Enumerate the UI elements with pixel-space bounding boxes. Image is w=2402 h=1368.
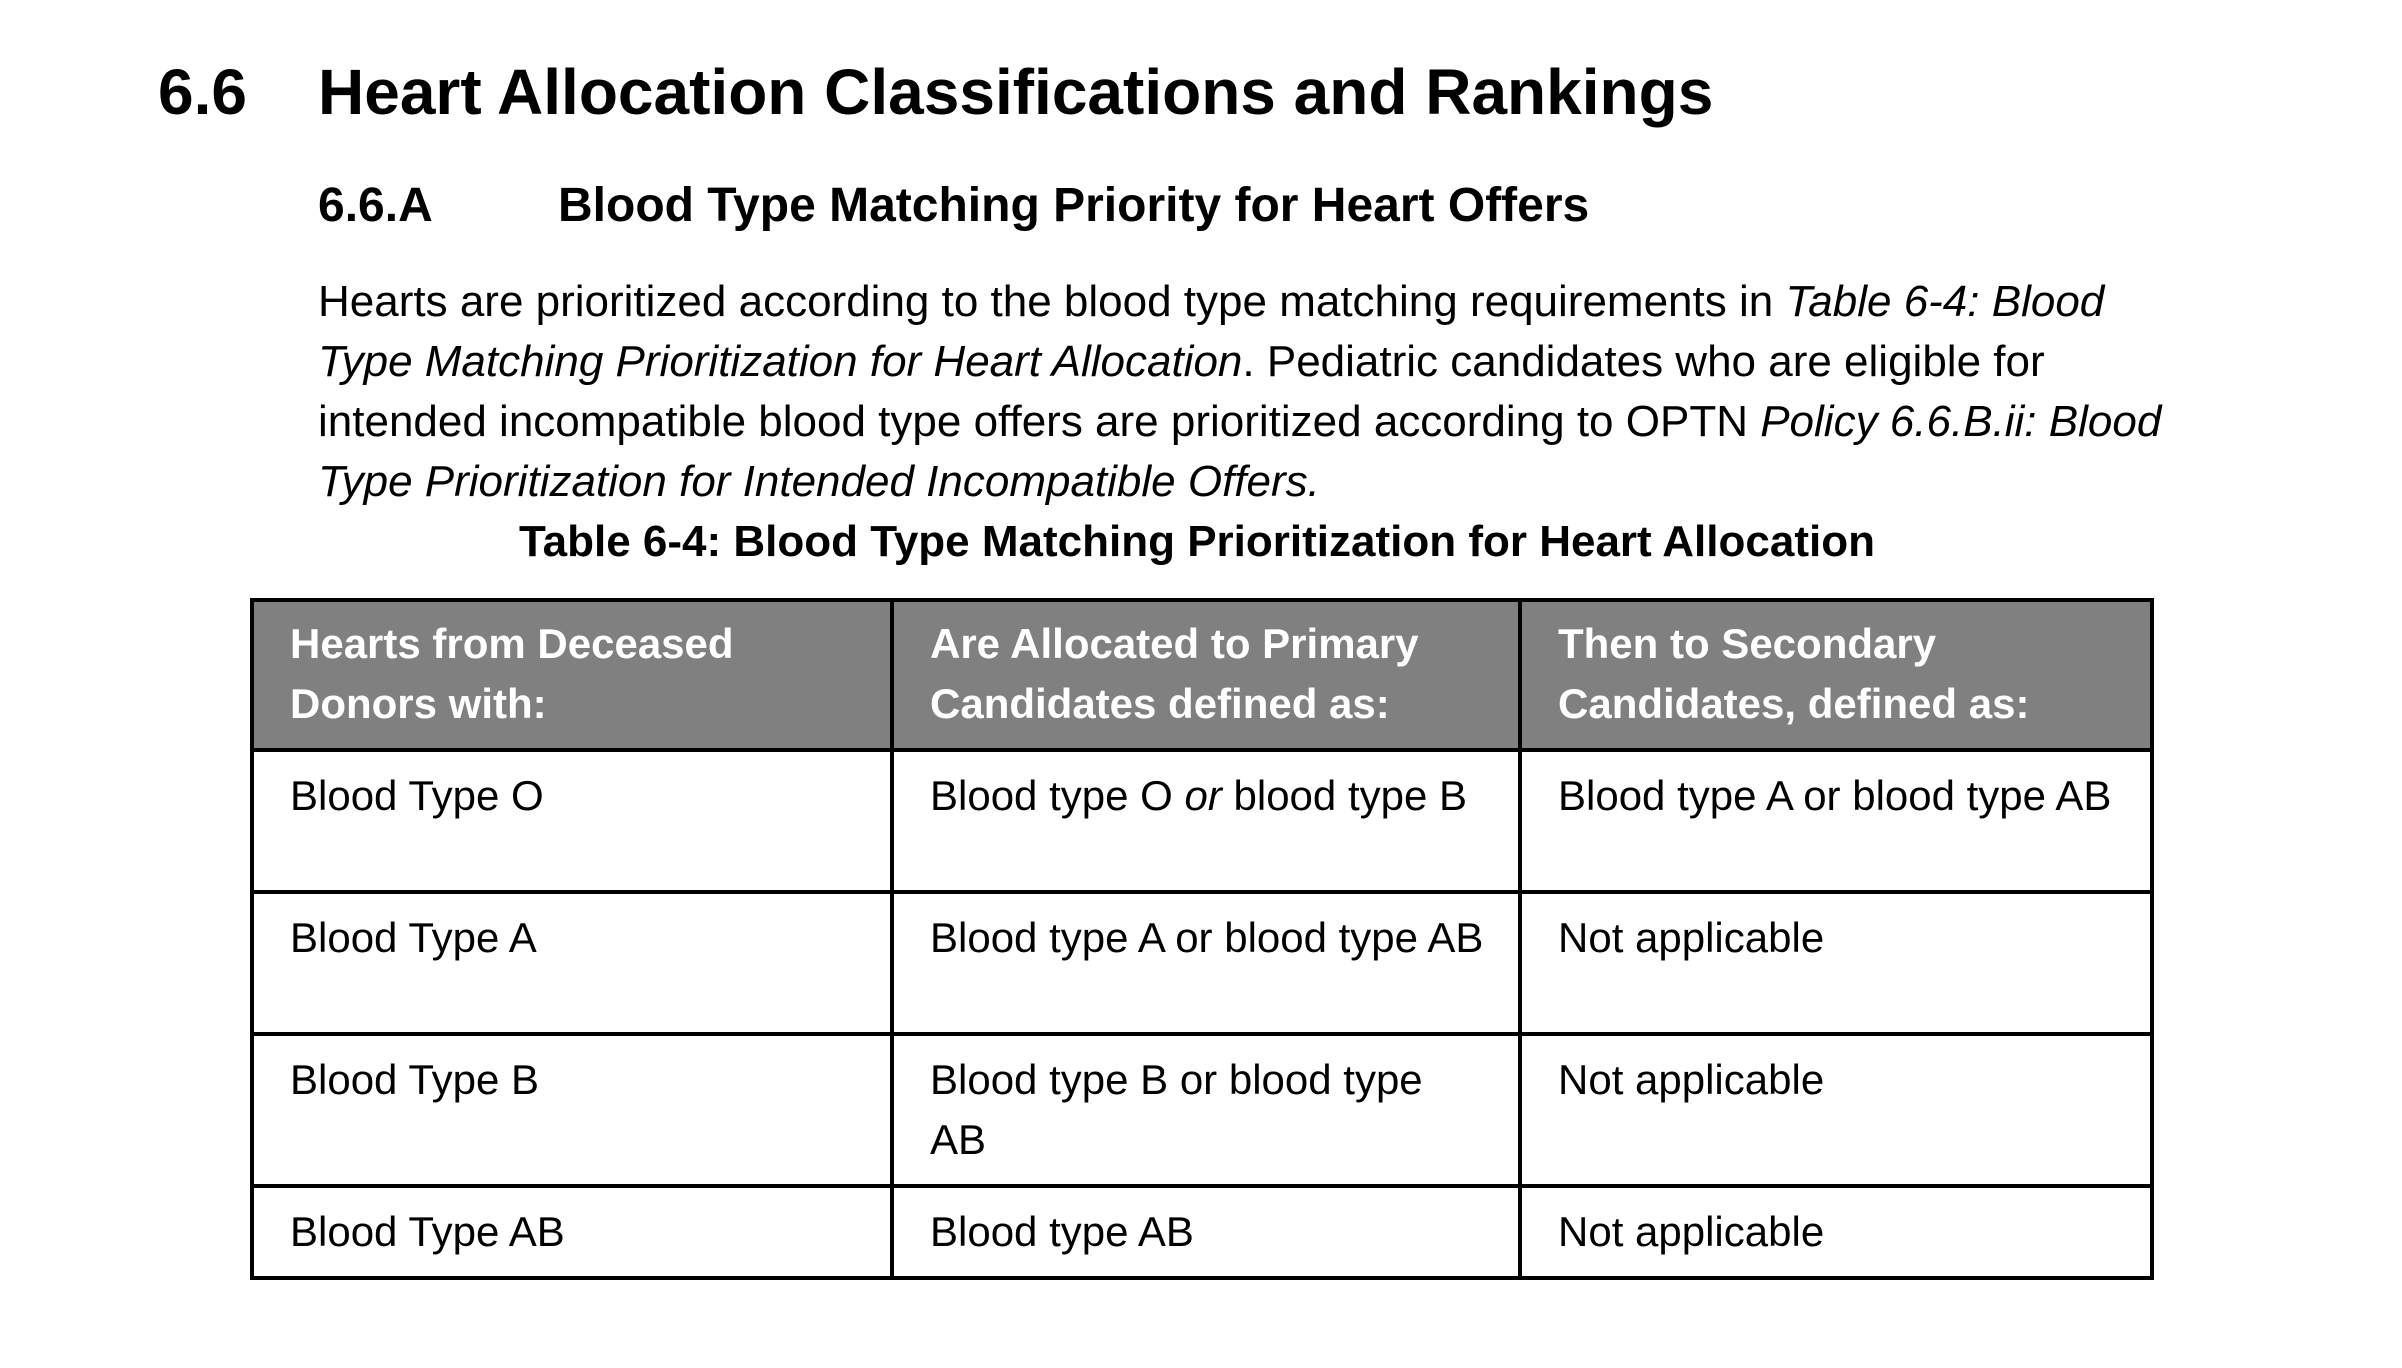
or-italic: or bbox=[1184, 772, 1222, 819]
secondary-cell: Not applicable bbox=[1518, 1184, 2154, 1280]
header-primary: Are Allocated to Primary Candidates defin… bbox=[890, 598, 1522, 752]
header-secondary: Then to Secondary Candidates, defined as: bbox=[1518, 598, 2154, 752]
paragraph-text: Hearts are prioritized according to the … bbox=[318, 277, 1786, 326]
table-row: Blood Type B Blood type B or blood type … bbox=[250, 1032, 2154, 1188]
subsection-heading: 6.6.A Blood Type Matching Priority for He… bbox=[318, 176, 1589, 236]
table-reference-italic: Table 6-4: Blood bbox=[1785, 277, 2105, 326]
subsection-number: 6.6.A bbox=[318, 179, 433, 232]
secondary-cell: Blood type A or blood type AB bbox=[1518, 748, 2154, 894]
primary-cell: Blood type O or blood type B bbox=[890, 748, 1522, 894]
donor-cell: Blood Type B bbox=[250, 1032, 894, 1188]
body-paragraph: Hearts are prioritized according to the … bbox=[318, 272, 2268, 512]
primary-cell: Blood type B or blood type AB bbox=[890, 1032, 1522, 1188]
table-caption-text: Table 6-4: Blood Type Matching Prioritiz… bbox=[519, 517, 1875, 566]
subsection-title: Blood Type Matching Priority for Heart O… bbox=[558, 179, 1590, 232]
paragraph-line: Hearts are prioritized according to the … bbox=[318, 272, 2268, 332]
table-header-row: Hearts from Deceased Donors with: Are All… bbox=[250, 598, 2154, 752]
secondary-cell: Not applicable bbox=[1518, 890, 2154, 1036]
table-row: Blood Type A Blood type A or blood type … bbox=[250, 890, 2154, 1036]
table-reference-italic: Type Matching Prioritization for Heart A… bbox=[318, 337, 1243, 386]
table-row: Blood Type O Blood type O or blood type … bbox=[250, 748, 2154, 894]
paragraph-line: Type Prioritization for Intended Incompa… bbox=[318, 452, 2268, 512]
donor-cell: Blood Type O bbox=[250, 748, 894, 894]
paragraph-line: Type Matching Prioritization for Heart A… bbox=[318, 332, 2268, 392]
policy-reference-italic: Policy 6.6.B.ii: Blood bbox=[1760, 397, 2162, 446]
paragraph-text: . Pediatric candidates who are eligible … bbox=[1242, 337, 2045, 386]
section-title: Heart Allocation Classifications and Ran… bbox=[318, 56, 1714, 128]
section-number: 6.6 bbox=[158, 56, 247, 128]
donor-cell: Blood Type A bbox=[250, 890, 894, 1036]
header-donors: Hearts from Deceased Donors with: bbox=[250, 598, 894, 752]
secondary-cell: Not applicable bbox=[1518, 1032, 2154, 1188]
paragraph-text: intended incompatible blood type offers … bbox=[318, 397, 1761, 446]
blood-type-table: Hearts from Deceased Donors with: Are All… bbox=[250, 598, 2154, 1280]
table-caption: Table 6-4: Blood Type Matching Prioritiz… bbox=[0, 512, 2402, 572]
primary-cell: Blood type AB bbox=[890, 1184, 1522, 1280]
policy-reference-italic: Type Prioritization for Intended Incompa… bbox=[318, 457, 1320, 506]
donor-cell: Blood Type AB bbox=[250, 1184, 894, 1280]
paragraph-line: intended incompatible blood type offers … bbox=[318, 392, 2268, 452]
table-row: Blood Type AB Blood type AB Not applicab… bbox=[250, 1184, 2154, 1280]
primary-cell: Blood type A or blood type AB bbox=[890, 890, 1522, 1036]
section-heading: 6.6 Heart Allocation Classifications and … bbox=[158, 52, 1713, 132]
